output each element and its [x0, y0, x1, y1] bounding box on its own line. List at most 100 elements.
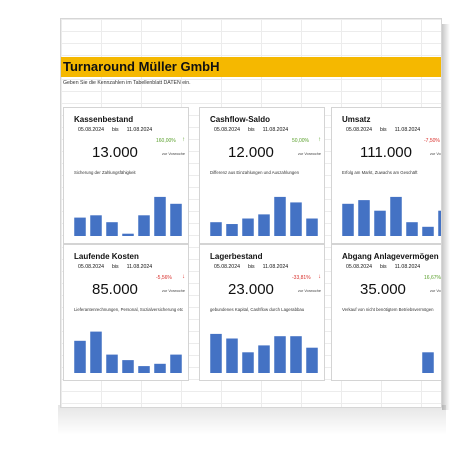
date-to: 11.08.2024 — [394, 127, 421, 133]
kpi-title: Umsatz — [342, 115, 371, 124]
kpi-bar — [258, 345, 270, 373]
kpi-title: Kassenbestand — [74, 115, 134, 124]
kpi-bar — [170, 354, 182, 373]
date-bis-label: bis — [247, 264, 255, 270]
date-bis-label: bis — [111, 264, 119, 270]
kpi-value: 85.000 — [92, 281, 138, 298]
kpi-bar — [210, 333, 222, 373]
kpi-bar — [258, 214, 270, 236]
date-from: 05.08.2024 — [346, 264, 372, 270]
date-to: 11.08.2024 — [262, 264, 289, 270]
kpi-bar-chart — [210, 333, 318, 373]
page-shadow-right — [442, 24, 450, 410]
kpi-bar-chart — [74, 331, 182, 373]
kpi-value: 13.000 — [92, 144, 138, 161]
kpi-bar — [210, 222, 222, 236]
date-to: 11.08.2024 — [126, 264, 153, 270]
kpi-title: Cashflow-Saldo — [210, 115, 271, 124]
kpi-bar-chart — [210, 196, 318, 236]
date-to: 11.08.2024 — [394, 264, 421, 270]
page-subtitle: Geben Sie die Kennzahlen im Tabellenblat… — [63, 80, 191, 86]
page-shadow-bottom — [58, 405, 446, 435]
kpi-vs-label: zur Vorwoche — [162, 152, 186, 156]
kpi-change: -7,50% — [424, 138, 440, 144]
kpi-change: 16,67% — [424, 275, 441, 281]
kpi-date-range: 05.08.2024 bis 11.08.2024 — [78, 264, 160, 270]
kpi-card-kassenbestand: Kassenbestand 05.08.2024 bis 11.08.2024 13.0… — [63, 107, 189, 244]
arrow-down-icon: ↓ — [182, 274, 185, 280]
kpi-card-umsatz: Umsatz 05.08.2024 bis 11.08.2024 111.000 -7,5… — [331, 107, 441, 244]
dashboard-sheet: Turnaround Müller GmbH Geben Sie die Ken… — [60, 18, 442, 408]
kpi-description: Lieferantenrechnungen, Personal, Sozialv… — [74, 307, 184, 312]
kpi-title: Lagerbestand — [210, 252, 263, 261]
kpi-description: Erfolg am Markt, Zuwachs am Geschäft — [342, 170, 418, 175]
kpi-bar — [274, 336, 286, 373]
kpi-bar — [74, 340, 86, 373]
kpi-value: 12.000 — [228, 144, 274, 161]
kpi-bar — [170, 203, 182, 236]
kpi-change: -33,81% — [292, 275, 311, 281]
kpi-card-cashflow-saldo: Cashflow-Saldo 05.08.2024 bis 11.08.2024 12.… — [199, 107, 325, 244]
kpi-bar — [242, 218, 254, 236]
kpi-bar-chart — [342, 196, 441, 236]
kpi-date-range: 05.08.2024 bis 11.08.2024 — [346, 127, 428, 133]
kpi-description: Differenz aus Einzahlungen und Auszahlun… — [210, 170, 300, 175]
kpi-date-range: 05.08.2024 bis 11.08.2024 — [78, 127, 160, 133]
kpi-bar — [422, 352, 434, 373]
kpi-change: 50,00% — [292, 138, 309, 144]
kpi-bar — [226, 338, 238, 373]
kpi-bar — [90, 215, 102, 236]
kpi-value: 35.000 — [360, 281, 406, 298]
kpi-value: 111.000 — [360, 144, 412, 161]
kpi-bar — [290, 202, 302, 236]
kpi-bar — [138, 366, 150, 373]
kpi-card-laufende-kosten: Laufende Kosten 05.08.2024 bis 11.08.2024 85… — [63, 244, 189, 381]
kpi-bar — [154, 196, 166, 236]
kpi-date-range: 05.08.2024 bis 11.08.2024 — [214, 264, 296, 270]
kpi-vs-label: zur Vorwoche — [298, 152, 322, 156]
kpi-bar — [226, 224, 238, 236]
date-bis-label: bis — [379, 264, 387, 270]
kpi-title: Laufende Kosten — [74, 252, 139, 261]
kpi-description: gebundenes Kapital, Cashflow durch Lager… — [210, 307, 305, 312]
arrow-up-icon: ↑ — [318, 137, 321, 143]
title-bar: Turnaround Müller GmbH — [61, 57, 441, 77]
kpi-bar — [306, 347, 318, 373]
kpi-vs-label: zur Vorwoche — [162, 289, 186, 293]
date-bis-label: bis — [379, 127, 387, 133]
kpi-bar — [358, 200, 370, 236]
kpi-bar — [122, 360, 134, 373]
kpi-bar — [106, 354, 118, 373]
kpi-bar — [154, 363, 166, 373]
kpi-description: Verkauf von nicht benötigtem Betriebsver… — [342, 307, 434, 312]
date-bis-label: bis — [247, 127, 255, 133]
kpi-title: Abgang Anlagevermögen — [342, 252, 439, 261]
date-to: 11.08.2024 — [262, 127, 289, 133]
kpi-bar — [422, 226, 434, 236]
kpi-bar — [90, 331, 102, 373]
kpi-change: 160,00% — [156, 138, 176, 144]
kpi-card-abgang-anlagevermoegen: Abgang Anlagevermögen 05.08.2024 bis 11.08.… — [331, 244, 441, 381]
kpi-bar — [390, 196, 402, 236]
date-from: 05.08.2024 — [78, 264, 104, 270]
date-to: 11.08.2024 — [126, 127, 153, 133]
date-bis-label: bis — [111, 127, 119, 133]
date-from: 05.08.2024 — [78, 127, 104, 133]
kpi-bar — [290, 336, 302, 373]
date-from: 05.08.2024 — [346, 127, 372, 133]
kpi-vs-label: zur Vorwoche — [430, 152, 441, 156]
kpi-bar — [122, 233, 134, 236]
kpi-bar — [306, 218, 318, 236]
arrow-up-icon: ↑ — [182, 137, 185, 143]
kpi-vs-label: zur Vorwoche — [298, 289, 322, 293]
date-from: 05.08.2024 — [214, 264, 240, 270]
kpi-description: Sicherung der Zahlungsfähigkeit — [74, 170, 136, 175]
kpi-bar-chart — [422, 352, 434, 373]
kpi-date-range: 05.08.2024 bis 11.08.2024 — [346, 264, 428, 270]
kpi-bar-chart — [74, 196, 182, 236]
kpi-bar — [438, 210, 441, 236]
kpi-card-lagerbestand: Lagerbestand 05.08.2024 bis 11.08.2024 23.00… — [199, 244, 325, 381]
kpi-bar — [342, 203, 354, 236]
page-title: Turnaround Müller GmbH — [63, 59, 220, 74]
kpi-bar — [374, 210, 386, 236]
